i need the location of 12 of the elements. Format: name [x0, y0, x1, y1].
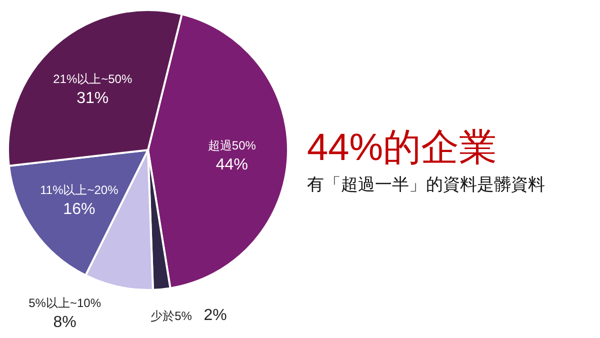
data-label: 44% [216, 156, 248, 174]
slice-label: 21%以上~50% [53, 72, 132, 86]
text: 44%的企業 [307, 127, 498, 169]
data-label: 16% [63, 201, 96, 218]
data-label: 31% [76, 90, 109, 107]
data-label: 2% [204, 307, 227, 324]
slice-label: 5%以上~10% [28, 296, 102, 310]
data-label: 8% [53, 314, 76, 332]
slice-label: 少於5% [150, 309, 192, 324]
slice-label: 11%以上~20% [40, 183, 119, 198]
text: 有「超過一半」的資料是髒資料 [307, 175, 545, 194]
slice-label: 超過50% [208, 138, 256, 153]
